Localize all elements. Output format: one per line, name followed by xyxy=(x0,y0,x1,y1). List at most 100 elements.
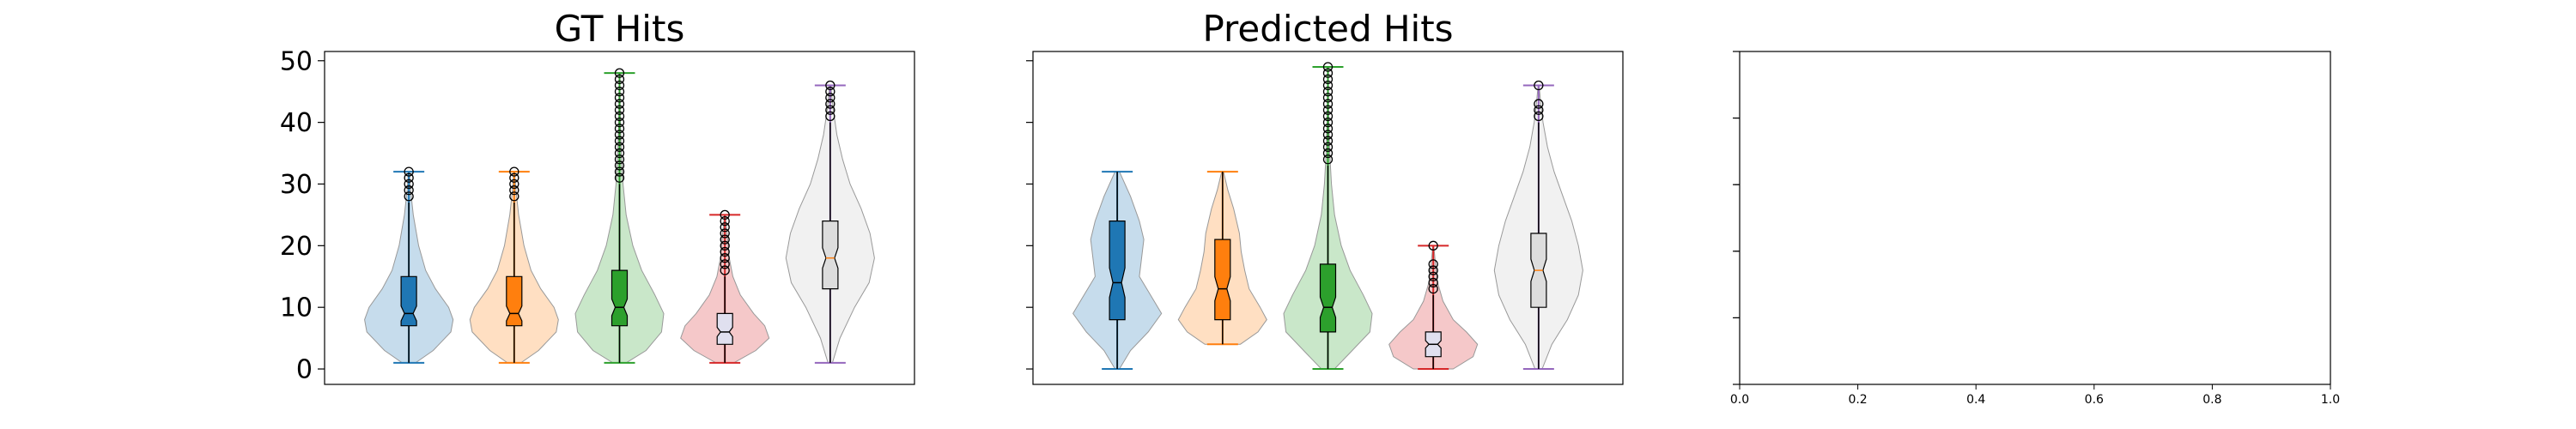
outlier-point xyxy=(720,246,730,257)
outlier-point xyxy=(404,185,414,196)
box-body xyxy=(1109,221,1126,321)
outlier-point xyxy=(1428,240,1438,251)
y-tick-label: 10 xyxy=(280,293,313,323)
outlier-point xyxy=(1322,130,1334,140)
outlier-point xyxy=(614,166,625,177)
outlier-point xyxy=(720,234,730,245)
outlier-point xyxy=(614,154,625,165)
x-tick-label: 1.0 xyxy=(2321,393,2340,407)
outlier-point xyxy=(720,253,730,263)
outlier-point xyxy=(614,124,625,134)
box-body xyxy=(506,275,523,327)
outlier-point xyxy=(720,215,730,227)
box-body xyxy=(822,221,839,290)
violin-group-1 xyxy=(1072,171,1163,371)
outlier-point xyxy=(1322,148,1334,159)
chart-panel-3: 0.0 0.2 0.4 0.6 0.8 1.0 xyxy=(1730,51,2340,407)
violin-group-5 xyxy=(1493,80,1583,371)
outlier-point xyxy=(825,93,835,103)
outlier-point xyxy=(720,259,730,269)
outlier-point xyxy=(614,117,625,128)
outlier-point xyxy=(1322,105,1334,115)
outlier-point xyxy=(1534,111,1544,122)
outlier-point xyxy=(614,142,625,153)
outlier-point xyxy=(509,166,519,177)
outlier-point xyxy=(1322,68,1334,78)
outlier-point xyxy=(614,105,625,115)
axes-frame xyxy=(1032,51,1624,385)
outlier-point xyxy=(614,68,625,78)
outlier-point xyxy=(1428,259,1438,269)
box-body xyxy=(400,275,417,327)
outlier-point xyxy=(614,136,625,146)
x-tick-label: 0.4 xyxy=(1966,393,1985,407)
outlier-point xyxy=(1322,87,1334,97)
outlier-point xyxy=(614,172,625,183)
violin-group-2 xyxy=(469,166,559,364)
outlier-point xyxy=(1322,117,1334,128)
outlier-point xyxy=(1534,80,1544,91)
outlier-point xyxy=(1428,265,1438,275)
outlier-point xyxy=(720,265,730,275)
outlier-point xyxy=(825,80,835,91)
axes-frame xyxy=(1739,51,2331,385)
y-tick-label: 20 xyxy=(280,232,313,262)
outlier-point xyxy=(614,93,625,103)
outlier-point xyxy=(825,99,835,109)
outlier-point xyxy=(1322,154,1334,165)
outlier-point xyxy=(1322,62,1334,72)
outlier-point xyxy=(614,74,625,84)
outlier-point xyxy=(720,222,730,233)
chart-panel-1: GT Hits 0 10 20 30 40 50 xyxy=(280,8,915,385)
y-tick-label: 50 xyxy=(280,46,313,76)
outlier-point xyxy=(509,178,519,190)
outlier-point xyxy=(1534,99,1544,109)
violin-group-1 xyxy=(364,166,454,364)
outlier-point xyxy=(720,240,730,251)
violin-group-4 xyxy=(1388,240,1479,371)
outlier-point xyxy=(404,191,414,202)
x-tick-label: 0.2 xyxy=(1848,393,1867,407)
outlier-point xyxy=(614,160,625,171)
outlier-point xyxy=(614,111,625,122)
outlier-point xyxy=(1428,283,1438,294)
box-body xyxy=(1214,239,1231,321)
outlier-point xyxy=(1428,277,1438,288)
violin-group-3 xyxy=(574,68,665,364)
outlier-point xyxy=(614,148,625,159)
outlier-point xyxy=(1322,80,1334,91)
outlier-point xyxy=(825,87,835,97)
y-tick-label: 30 xyxy=(280,170,313,200)
outlier-point xyxy=(509,185,519,196)
chart-title: Predicted Hits xyxy=(1202,8,1453,50)
outlier-point xyxy=(509,172,519,183)
outlier-point xyxy=(1322,136,1334,146)
violin-group-2 xyxy=(1177,171,1267,346)
box-body xyxy=(1319,263,1337,333)
box-body xyxy=(716,312,733,345)
outlier-point xyxy=(720,228,730,239)
outlier-point xyxy=(1534,105,1544,115)
outlier-point xyxy=(614,99,625,109)
violin-group-5 xyxy=(785,80,875,364)
x-tick-label: 0.0 xyxy=(1730,393,1749,407)
outlier-point xyxy=(614,130,625,140)
x-tick-label: 0.8 xyxy=(2202,393,2221,407)
outlier-point xyxy=(1322,99,1334,109)
outlier-point xyxy=(720,209,730,221)
y-tick-label: 40 xyxy=(280,108,313,138)
outlier-point xyxy=(1322,124,1334,134)
outlier-point xyxy=(404,178,414,190)
outlier-point xyxy=(614,87,625,97)
outlier-point xyxy=(825,105,835,115)
outlier-point xyxy=(1428,271,1438,281)
box-body xyxy=(611,269,629,327)
chart-panel-2: Predicted Hits xyxy=(1026,8,1624,385)
outlier-point xyxy=(404,166,414,177)
y-tick-label: 0 xyxy=(296,355,313,385)
outlier-point xyxy=(614,80,625,91)
axes-frame xyxy=(324,51,915,385)
outlier-point xyxy=(825,111,835,122)
outlier-point xyxy=(1322,142,1334,153)
